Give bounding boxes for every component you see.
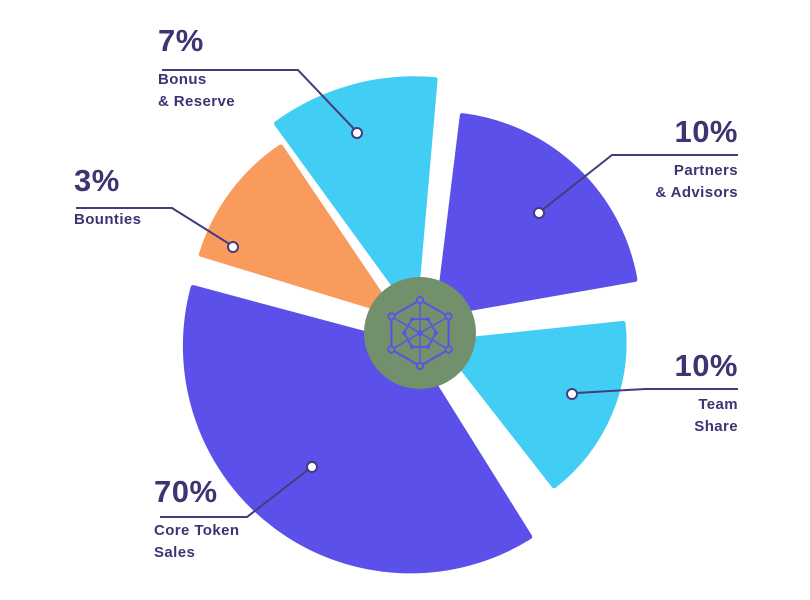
callout-line-bounties	[76, 207, 232, 246]
percentage-label: 7%	[158, 23, 204, 58]
percentage-label: 10%	[674, 114, 738, 149]
slice-name-line: Sales	[154, 543, 196, 561]
pie-slice-bounties	[198, 144, 396, 316]
callout-partners-advisors: 10% Partners & Advisors	[655, 114, 738, 204]
callout-bonus-reserve: 7% Bonus & Reserve	[158, 23, 235, 113]
slice-name-label: Core Token Sales	[154, 520, 239, 564]
slice-name-label: Team Share	[674, 394, 738, 438]
callout-line-bonus-reserve	[162, 69, 357, 132]
hexagon-network-icon	[387, 295, 453, 371]
callout-bounties: 3% Bounties	[74, 163, 141, 231]
callout-dot-partners-advisors	[533, 207, 545, 219]
percentage-label: 3%	[74, 163, 120, 198]
percentage-label: 70%	[154, 474, 218, 509]
callout-line-core-token-sales	[160, 468, 310, 518]
slice-name-line: Core Token	[154, 522, 240, 540]
callout-dot-core-token-sales	[306, 461, 318, 473]
slice-name-line: Bounties	[74, 211, 142, 229]
callout-dot-team-share	[566, 388, 578, 400]
callout-team-share: 10% Team Share	[674, 348, 738, 438]
slice-name-label: Bounties	[74, 209, 141, 231]
callout-line-team-share	[575, 388, 738, 394]
pie-slice-core-token-sales	[182, 285, 533, 574]
callout-line-partners-advisors	[540, 154, 738, 212]
callout-dot-bonus-reserve	[351, 127, 363, 139]
callout-dot-bounties	[227, 241, 239, 253]
slice-name-line: Share	[694, 417, 738, 435]
callout-lines	[76, 69, 738, 518]
slice-name-line: Team	[698, 396, 738, 414]
slice-name-line: Partners	[673, 162, 738, 180]
percentage-label: 10%	[674, 348, 738, 383]
slice-name-label: Partners & Advisors	[655, 160, 738, 204]
slice-name-line: & Advisors	[655, 183, 738, 201]
pie-slice-team-share	[439, 320, 627, 489]
slice-name-line: Bonus	[158, 71, 207, 89]
slice-name-line: & Reserve	[158, 92, 235, 110]
callout-core-token-sales: 70% Core Token Sales	[154, 474, 239, 564]
slice-name-label: Bonus & Reserve	[158, 69, 235, 113]
pie-slice-bonus-reserve	[274, 76, 438, 317]
